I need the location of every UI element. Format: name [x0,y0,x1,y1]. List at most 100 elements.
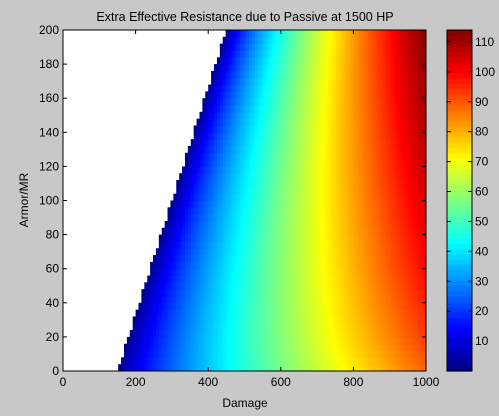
heatmap-cell [315,214,320,222]
heatmap-cell [251,118,256,126]
heatmap-cell [274,214,279,222]
heatmap-cell [228,295,232,304]
heatmap-cell [396,248,401,256]
heatmap-cell [225,295,230,304]
heatmap-cell [338,180,343,188]
heatmap-cell [283,36,288,45]
heatmap-cell [150,302,154,311]
heatmap-cell [234,234,238,242]
heatmap-cell [327,357,331,365]
heatmap-cell [295,357,299,365]
heatmap-cell [237,275,241,283]
heatmap-cell [373,214,378,222]
heatmap-cell [254,350,259,358]
heatmap-cell [394,357,398,365]
heatmap-cell [301,330,305,338]
heatmap-cell [190,350,195,358]
heatmap-cell [196,261,200,270]
heatmap-cell [365,125,369,133]
heatmap-cell [211,159,215,167]
heatmap-cell [376,309,381,317]
heatmap-cell [277,357,282,365]
heatmap-cell [405,336,410,345]
heatmap-cell [240,295,244,304]
heatmap-cell [330,350,334,358]
heatmap-cell [274,289,279,297]
heatmap-cell [190,241,195,249]
heatmap-cell [176,255,180,263]
heatmap-cell [382,330,386,338]
heatmap-cell [179,302,183,311]
heatmap-cell [155,357,160,365]
heatmap-cell [391,350,395,358]
heatmap-cell [362,125,366,133]
heatmap-cell [298,91,302,99]
heatmap-cell [263,214,267,222]
heatmap-cell [362,289,366,297]
heatmap-cell [298,234,302,242]
heatmap-cell [196,180,200,188]
heatmap-cell [350,275,354,283]
heatmap-cell [237,255,241,263]
heatmap-cell [263,105,267,113]
heatmap-cell [269,268,273,277]
heatmap-cell [254,145,259,154]
heatmap-cell [167,323,171,331]
heatmap-cell [199,289,203,297]
heatmap-cell [257,57,261,65]
heatmap-cell [376,227,381,236]
colorbar-swatch [447,30,472,36]
heatmap-cell [147,295,151,304]
colorbar-swatch [447,253,472,260]
heatmap-cell [304,152,308,161]
heatmap-cell [251,343,256,352]
heatmap-cell [420,145,424,154]
heatmap-cell [150,261,154,270]
heatmap-cell [312,241,317,249]
heatmap-cell [254,50,259,58]
heatmap-cell [237,227,241,236]
heatmap-cell [321,207,325,215]
heatmap-cell [417,57,421,65]
heatmap-cell [283,261,288,270]
heatmap-cell [301,70,305,79]
heatmap-cell [243,193,247,201]
heatmap-cell [243,139,247,147]
heatmap-cell [251,214,256,222]
heatmap-cell [301,159,305,167]
heatmap-cell [399,275,404,283]
heatmap-cell [199,364,203,372]
heatmap-cell [347,227,351,236]
heatmap-cell [263,255,267,263]
heatmap-cell [420,316,424,324]
heatmap-cell [286,145,291,154]
heatmap-cell [312,309,317,317]
heatmap-cell [370,186,375,195]
heatmap-cell [289,268,293,277]
heatmap-cell [396,186,401,195]
heatmap-cell [225,193,230,201]
heatmap-cell [289,241,293,249]
heatmap-cell [272,145,276,154]
heatmap-cell [382,220,386,229]
heatmap-cell [399,261,404,270]
heatmap-cell [304,316,308,324]
heatmap-cell [324,214,328,222]
heatmap-cell [370,118,375,126]
heatmap-cell [153,302,157,311]
heatmap-cell [373,180,378,188]
heatmap-cell [295,173,299,181]
heatmap-cell [184,166,189,174]
heatmap-cell [289,186,293,195]
heatmap-cell [309,275,314,283]
colorbar-tick-label: 90 [475,95,489,109]
heatmap-cell [373,261,378,270]
heatmap-cell [179,200,183,208]
heatmap-cell [260,84,264,92]
heatmap-cell [396,64,401,72]
heatmap-cell [347,159,351,167]
heatmap-cell [211,295,215,304]
heatmap-cell [286,350,291,358]
heatmap-cell [167,255,171,263]
heatmap-cell [304,70,308,79]
